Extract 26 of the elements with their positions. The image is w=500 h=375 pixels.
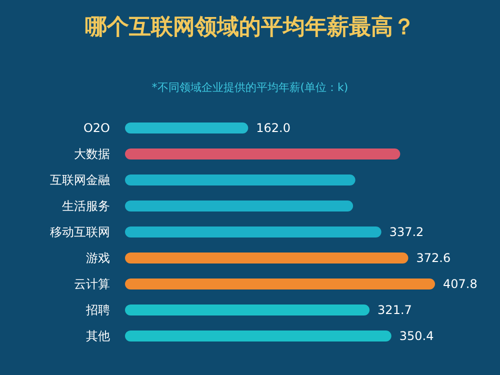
- bar: [125, 330, 392, 342]
- data-label: 321.7: [378, 303, 412, 317]
- bar: [125, 278, 435, 290]
- bar: [125, 174, 356, 186]
- chart-subtitle: *不同领域企业提供的平均年薪(单位：k): [152, 81, 348, 94]
- y-tick-label: 生活服务: [62, 199, 110, 213]
- data-label: 162.0: [256, 121, 291, 135]
- data-label: 350.4: [399, 329, 434, 343]
- chart-title: 哪个互联网领域的平均年薪最高？: [85, 14, 415, 40]
- y-tick-label: 云计算: [74, 277, 110, 291]
- y-tick-label: 其他: [86, 329, 110, 343]
- y-tick-label: 招聘: [85, 303, 110, 317]
- bar: [125, 304, 370, 316]
- bar: [125, 200, 354, 212]
- bar: [125, 226, 382, 238]
- y-tick-label: O2O: [83, 121, 110, 135]
- bar: [125, 252, 408, 264]
- y-tick-label: 移动互联网: [50, 225, 110, 239]
- data-label: 407.8: [443, 277, 478, 291]
- y-tick-label: 游戏: [86, 251, 110, 265]
- y-tick-label: 大数据: [74, 147, 110, 161]
- data-label: 337.2: [389, 225, 424, 239]
- bar: [125, 148, 400, 160]
- bar: [125, 122, 248, 134]
- data-label: 372.6: [416, 251, 451, 265]
- y-tick-label: 互联网金融: [50, 173, 110, 187]
